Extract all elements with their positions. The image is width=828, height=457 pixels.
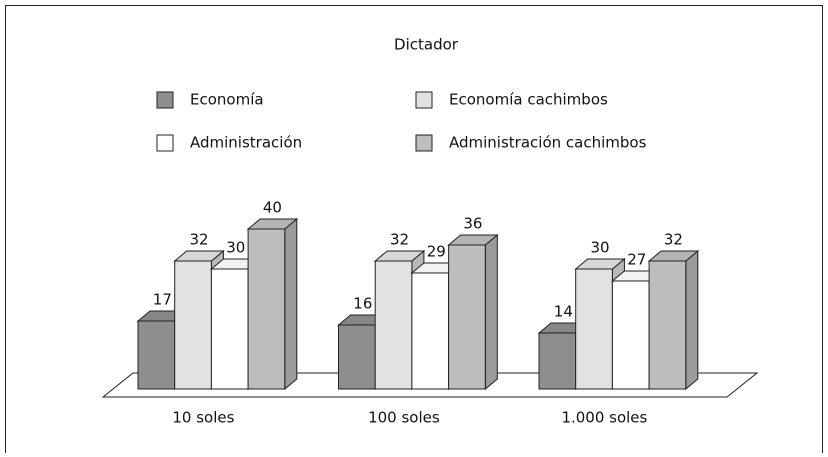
x-tick-label: 10 soles (172, 409, 234, 427)
bar-side (685, 249, 699, 391)
chart-title: Dictador (394, 36, 459, 54)
legend-label: Economía cachimbos (449, 91, 608, 109)
legend-swatch (156, 91, 174, 109)
value-label: 40 (263, 199, 282, 217)
value-label: 32 (664, 231, 683, 249)
bar (538, 332, 577, 390)
bar (374, 260, 413, 390)
legend-swatch (415, 91, 433, 109)
legend-label: Administración (190, 134, 302, 152)
bar (611, 280, 650, 390)
value-label: 36 (463, 215, 482, 233)
bar (448, 244, 486, 390)
value-label: 30 (226, 239, 245, 257)
x-tick-label: 100 soles (368, 409, 440, 427)
bar (174, 260, 212, 390)
bar (648, 260, 687, 390)
frame (5, 5, 823, 457)
value-label: 32 (190, 231, 209, 249)
legend-label: Economía (190, 91, 264, 109)
value-label: 14 (554, 303, 573, 321)
value-label: 30 (591, 239, 610, 257)
value-label: 16 (353, 295, 372, 313)
bar (411, 272, 450, 390)
bar-side (484, 233, 498, 391)
bar (338, 324, 376, 390)
bar-side (284, 217, 298, 391)
value-label: 32 (390, 231, 409, 249)
bar (137, 320, 176, 390)
value-label: 27 (627, 251, 646, 269)
bar (210, 268, 249, 390)
bar (575, 268, 613, 390)
value-label: 29 (427, 243, 446, 261)
x-tick-label: 1.000 soles (561, 409, 647, 427)
value-label: 17 (153, 291, 172, 309)
legend-swatch (156, 134, 174, 152)
legend-swatch (415, 134, 433, 152)
legend-label: Administración cachimbos (449, 134, 647, 152)
bar (247, 228, 286, 390)
